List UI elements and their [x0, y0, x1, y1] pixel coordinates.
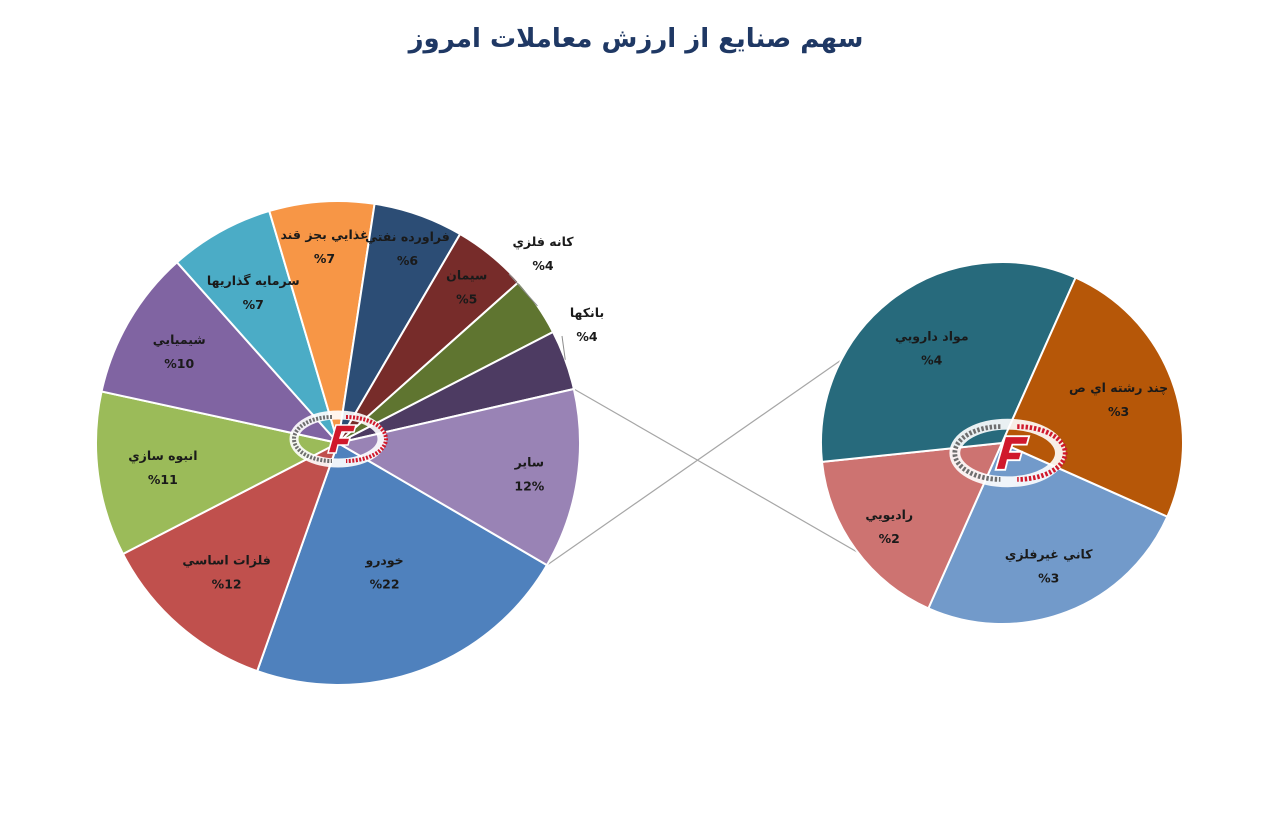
leader-line	[508, 273, 538, 307]
slice-label-name: ساير	[514, 454, 544, 469]
watermark-logo	[949, 418, 1068, 488]
slice-label-name: انبوه سازي	[128, 448, 197, 463]
secondary-pie-slice	[1000, 276, 1184, 518]
slice-label-name: چند رشته اي ص	[1069, 380, 1168, 395]
main-pie-slice	[268, 200, 376, 444]
slice-label-value: %3	[1038, 571, 1059, 586]
slice-label-name: كانه فلزي	[512, 234, 574, 249]
main-pie-slice	[175, 209, 339, 444]
secondary-pie	[820, 261, 1184, 625]
slice-label-name: شيميايي	[153, 332, 206, 347]
slice-label-name: بانكها	[570, 305, 604, 320]
slice-label-value: %4	[921, 352, 943, 367]
main-pie-slice	[100, 260, 341, 445]
slice-label-name: راديويي	[865, 507, 913, 522]
slice-label-value: %5	[456, 292, 477, 307]
slice-label-name: فراورده نفتي	[365, 229, 450, 244]
slice-label-value: %2	[879, 531, 900, 546]
slice-label-name: مواد دارويي	[895, 328, 969, 343]
slice-label-value: %4	[576, 329, 598, 344]
slice-label-value: 12%	[514, 478, 544, 493]
main-pie	[95, 200, 581, 686]
slice-label-value: %6	[397, 253, 419, 268]
slice-label-name: غذايي بجز قند	[280, 227, 368, 242]
slice-label-name: كاني غيرفلزي	[1005, 547, 1093, 562]
slice-label-value: %7	[243, 297, 264, 312]
secondary-pie-slice	[927, 441, 1169, 625]
slice-label-name: سيمان	[446, 268, 487, 283]
slice-label-value: %12	[212, 577, 242, 592]
slice-labels: خودرو %22 فلزات اساسي %12 انبوه سازي %11 شيميا…	[128, 227, 1168, 592]
watermark-logo	[289, 410, 388, 468]
main-pie-slice	[255, 441, 549, 686]
secondary-pie-slice	[820, 261, 1077, 464]
slice-label-value: %7	[314, 251, 335, 266]
slice-label-value: %3	[1108, 404, 1129, 419]
chart-title: سهم صنایع از ارزش معاملات امروز	[407, 24, 864, 54]
slice-label-value: %10	[164, 356, 194, 371]
main-pie-slice	[95, 390, 341, 556]
slice-label-name: فلزات اساسي	[182, 553, 270, 568]
slice-label-name: خودرو	[364, 552, 403, 567]
slice-label-value: %22	[370, 576, 400, 591]
slice-label-value: %4	[532, 258, 554, 273]
slice-label-value: %11	[148, 472, 178, 487]
leader-line	[561, 335, 566, 360]
secondary-pie-slice	[820, 441, 1004, 610]
main-pie-slice	[121, 440, 340, 673]
slice-label-name: سرمايه گذاريها	[207, 273, 300, 288]
main-pie-slice	[335, 387, 581, 567]
